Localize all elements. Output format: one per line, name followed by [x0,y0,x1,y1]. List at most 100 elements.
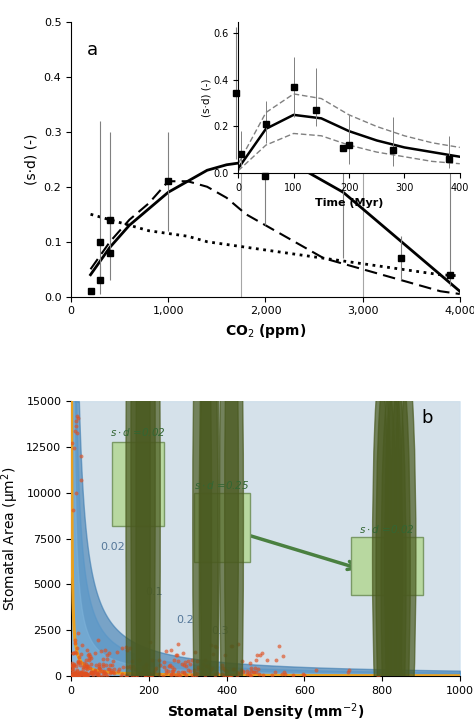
Point [102,669,109,680]
Point [346,664,353,675]
Point [199,664,206,675]
Point [131,670,138,681]
Point [75,656,82,667]
Point [246,657,254,669]
Point [172,669,180,680]
Point [73,664,81,676]
Point [221,662,228,674]
Point [85,651,93,663]
Point [193,667,201,679]
Point [103,654,111,665]
Point [300,669,307,680]
Point [162,664,169,676]
Point [67,669,75,680]
Point [94,667,101,678]
Point [92,667,100,679]
Point [73,670,80,681]
Point [77,667,85,678]
Point [84,670,92,681]
Point [71,635,79,646]
Point [87,666,94,678]
Point [84,649,92,661]
Point [71,667,79,678]
Point [268,669,276,680]
Point [165,660,173,672]
Point [164,664,172,676]
Point [107,666,115,678]
Point [169,665,177,677]
Point [187,666,194,678]
Point [75,669,83,680]
Point [211,669,219,680]
Point [72,670,80,681]
Point [104,650,111,662]
Point [106,667,114,679]
Point [239,667,247,678]
X-axis label: Stomatal Density (mm$^{-2}$): Stomatal Density (mm$^{-2}$) [167,702,364,723]
Point [271,666,279,678]
Text: 0.02: 0.02 [100,542,125,552]
Point [162,667,170,678]
Point [168,661,176,672]
Point [71,670,78,681]
Point [252,654,260,666]
Point [68,660,76,672]
Point [72,647,80,659]
Point [128,670,136,681]
Point [148,654,156,666]
Point [82,659,90,670]
Point [227,670,234,681]
Point [129,661,137,672]
Point [202,661,210,672]
Point [78,666,85,678]
Point [96,670,104,681]
Point [99,653,107,664]
Point [209,648,217,660]
Point [109,655,117,667]
Point [114,666,121,678]
Point [182,656,189,668]
Point [170,664,178,675]
Point [72,667,79,678]
Point [191,646,199,657]
Point [128,655,136,667]
Point [91,665,99,677]
Point [99,670,107,682]
Point [275,640,283,651]
Point [192,669,200,680]
Point [147,670,155,682]
Y-axis label: Stomatal Area (μm$^2$): Stomatal Area (μm$^2$) [0,467,21,611]
Point [211,640,219,652]
Point [228,640,236,652]
Point [180,667,188,679]
Ellipse shape [193,186,211,727]
Point [299,669,307,680]
Point [252,662,259,673]
Point [75,651,83,663]
Point [206,663,214,675]
Point [189,670,196,681]
Point [83,668,91,680]
Point [278,668,286,680]
Point [74,412,82,424]
Point [73,670,80,681]
Point [70,668,78,680]
Point [94,668,102,680]
Point [237,664,245,676]
FancyBboxPatch shape [112,441,164,526]
Point [99,660,106,672]
Point [123,670,130,681]
Point [83,669,91,680]
Ellipse shape [385,374,401,727]
Point [119,661,127,672]
Point [69,669,77,680]
Point [250,666,257,678]
Point [70,658,78,670]
Point [180,666,188,678]
Point [133,669,141,680]
Point [108,664,115,676]
Point [73,427,81,438]
Point [82,660,90,672]
Point [95,666,103,678]
Point [142,659,150,671]
